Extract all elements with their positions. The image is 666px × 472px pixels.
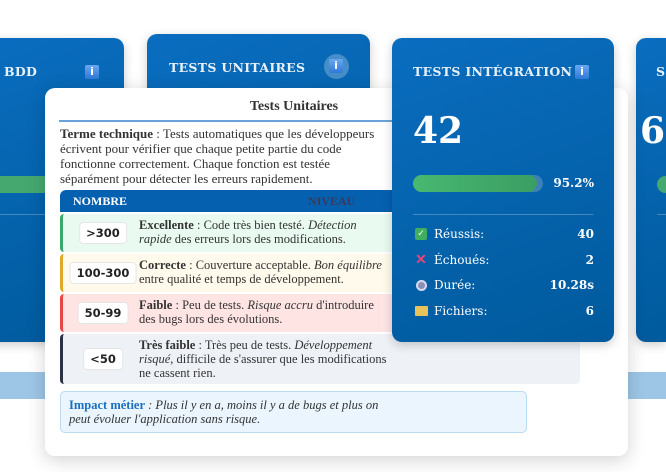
folder-icon xyxy=(414,305,428,316)
popup-title: Tests Unitaires xyxy=(249,99,339,114)
level-label: Très faible xyxy=(139,338,196,352)
card-right[interactable]: S 6 xyxy=(636,38,666,342)
progress-fill xyxy=(413,175,537,192)
stat-row: Durée: 10.28s xyxy=(414,278,594,292)
level-label: Correcte xyxy=(139,258,186,272)
progress-label: 95.2% xyxy=(553,176,594,190)
impact-text: l'application sans risque. xyxy=(134,412,261,426)
card-title: TESTS INTÉGRATION xyxy=(413,64,573,79)
row-emphasis: Bon équilibre xyxy=(314,258,382,272)
row-desc: entre qualité et xyxy=(139,272,214,286)
stat-label: Durée: xyxy=(434,278,476,292)
card-title: BDD xyxy=(4,64,38,79)
card-tests-integration[interactable]: TESTS INTÉGRATION i 42 95.2% ✓ Réussis: 40… xyxy=(392,38,614,342)
row-desc: temps de développement. xyxy=(216,272,344,286)
stat-value: 40 xyxy=(577,227,594,241)
progress-bar xyxy=(413,175,543,192)
stat-label: Échoués: xyxy=(434,252,490,267)
divider xyxy=(59,120,559,122)
card-count: 42 xyxy=(413,110,464,152)
row-desc: : Code très bien testé. xyxy=(193,218,309,232)
header-level: NIVEAU xyxy=(308,194,356,208)
row-desc: s'assurer que les modifications ne casse… xyxy=(139,352,387,380)
divider xyxy=(413,214,593,215)
check-icon: ✓ xyxy=(414,228,428,240)
row-desc: : Très peu de tests. xyxy=(195,338,295,352)
count-badge: <50 xyxy=(83,348,123,370)
row-desc: des erreurs lors xyxy=(171,232,252,246)
row-desc: , difficile de xyxy=(170,352,231,366)
stat-row: ✓ Réussis: 40 xyxy=(414,227,594,241)
count-badge: 50-99 xyxy=(77,302,129,324)
row-text: Faible : Peu de tests. Risque accru d'in… xyxy=(139,298,391,326)
cross-icon: ✕ xyxy=(415,251,427,268)
row-desc: des modifications. xyxy=(254,232,346,246)
row-desc: : Couverture acceptable. xyxy=(185,258,315,272)
info-icon[interactable]: i xyxy=(329,59,343,73)
table-row: <50 Très faible : Très peu de tests. Dév… xyxy=(60,334,580,384)
count-badge: >300 xyxy=(79,222,127,244)
row-desc: évolutions. xyxy=(227,312,283,326)
card-title: TESTS UNITAIRES xyxy=(169,60,306,75)
stat-row: Fichiers: 6 xyxy=(414,304,594,318)
stopwatch-icon xyxy=(414,279,428,291)
desc-line: fonction est testée séparément pour déte… xyxy=(60,156,331,186)
card-title: S xyxy=(656,64,666,79)
desc-line: : Tests automatiques que les développeur… xyxy=(60,126,375,156)
stat-label: Fichiers: xyxy=(434,303,488,318)
stat-label: Réussis: xyxy=(434,227,485,241)
divider xyxy=(657,214,666,215)
row-emphasis: Détection rapide xyxy=(139,218,357,246)
stat-row: ✕ Échoués: 2 xyxy=(414,253,594,267)
row-desc: : Peu de tests. xyxy=(172,298,248,312)
progress-bar xyxy=(657,176,666,193)
term-label: Terme technique xyxy=(60,126,154,141)
row-desc: d'introduire des bugs lors des xyxy=(139,298,374,326)
row-text: Correcte : Couverture acceptable. Bon éq… xyxy=(139,258,391,286)
impact-box: Impact métier : Plus il y en a, moins il… xyxy=(60,391,527,433)
impact-text: : Plus il y en a, moins il y a de bugs e… xyxy=(69,398,379,426)
stat-value: 6 xyxy=(585,303,594,318)
popup-description: Terme technique : Tests automatiques que… xyxy=(60,126,388,186)
stat-value: 2 xyxy=(585,252,594,267)
card-count: 6 xyxy=(640,110,666,152)
impact-label: Impact métier xyxy=(69,398,146,412)
row-emphasis: Développement risqué xyxy=(139,338,373,366)
header-count: NOMBRE xyxy=(73,194,127,208)
row-text: Très faible : Très peu de tests. Dévelop… xyxy=(139,338,391,380)
desc-line: vérifier que chaque petite partie du cod… xyxy=(60,141,342,171)
count-badge: 100-300 xyxy=(69,262,137,284)
info-icon[interactable]: i xyxy=(575,65,589,79)
row-text: Excellente : Code très bien testé. Détec… xyxy=(139,218,391,246)
level-label: Excellente xyxy=(139,218,194,232)
level-label: Faible xyxy=(139,298,173,312)
info-icon[interactable]: i xyxy=(85,65,99,79)
stat-value: 10.28s xyxy=(549,278,594,292)
row-emphasis: Risque accru xyxy=(247,298,313,312)
